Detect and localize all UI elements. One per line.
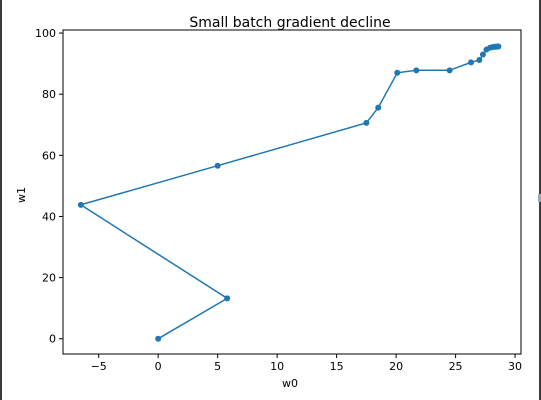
data-point [413,67,420,74]
data-point [224,295,231,302]
series-layer [77,43,502,342]
x-tick-label: 15 [330,360,344,373]
x-tick-label: 30 [508,360,522,373]
window-resize-handle[interactable] [538,194,541,202]
x-tick-label: −5 [91,360,107,373]
y-tick-label: 40 [42,210,56,223]
data-point [363,119,370,126]
series-line [78,45,499,340]
data-point [479,51,486,58]
plot-area-frame [62,29,522,355]
data-point [476,56,483,63]
data-point [495,43,502,50]
data-point [394,69,401,76]
y-tick-label: 20 [42,272,56,285]
x-tick-label: 0 [155,360,162,373]
y-tick-label: 80 [42,88,56,101]
x-axis: −5 0 5 10 15 20 25 30 [91,354,522,373]
y-tick-label: 100 [35,27,56,40]
data-point [214,162,221,169]
x-tick-label: 10 [270,360,284,373]
data-point [77,201,84,208]
x-tick-label: 20 [389,360,403,373]
data-point [375,104,382,111]
data-point [155,335,162,342]
x-tick-label: 25 [449,360,463,373]
data-point [446,67,453,74]
chart-title: Small batch gradient decline [189,15,390,31]
y-axis-label: w1 [15,187,28,203]
y-tick-label: 60 [42,149,56,162]
y-tick-label: 0 [49,333,56,346]
data-point [468,59,475,66]
y-axis: 0 20 40 60 80 100 [35,27,63,346]
x-tick-label: 5 [214,360,221,373]
x-axis-label: w0 [282,377,298,390]
